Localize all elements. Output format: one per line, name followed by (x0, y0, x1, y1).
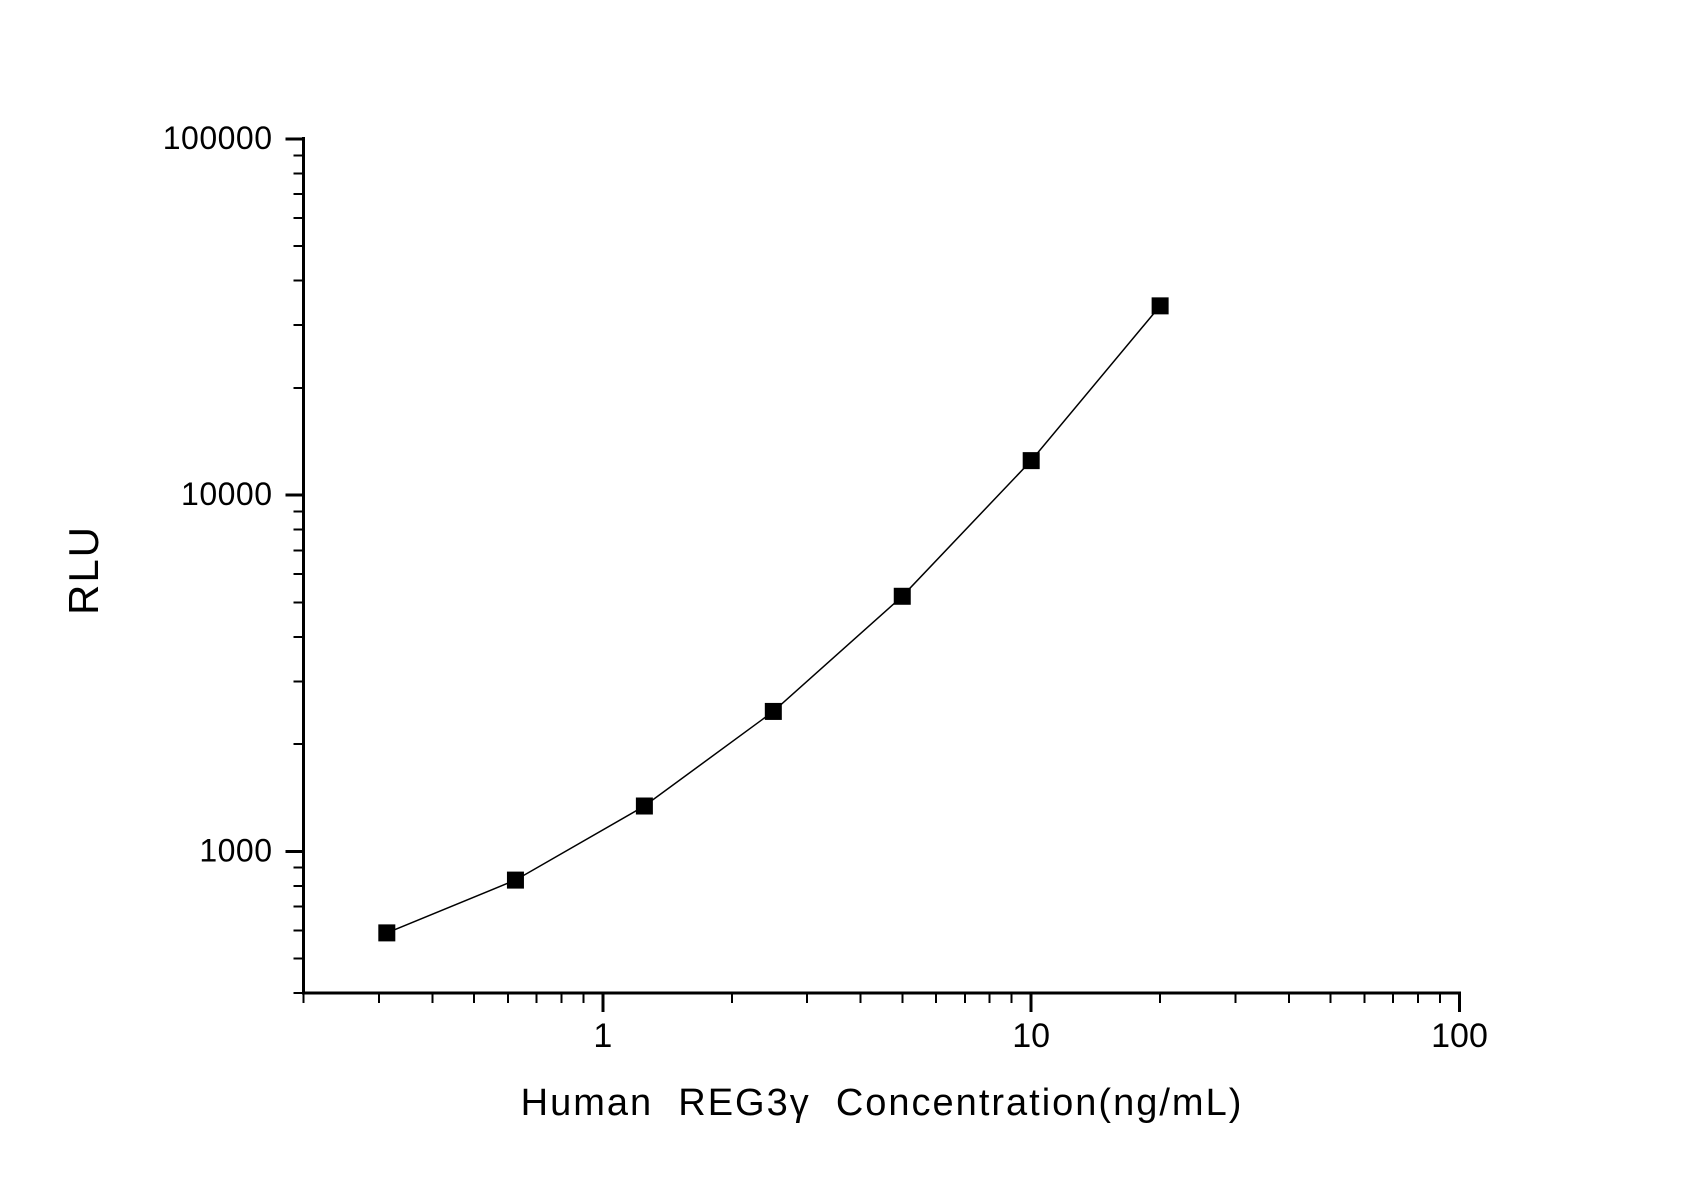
x-axis-title: Human REG3γ Concentration(ng/mL) (520, 1082, 1244, 1124)
x-tick-label: 10 (1012, 1017, 1050, 1055)
data-point-marker (506, 871, 524, 889)
y-tick-label: 1000 (199, 832, 272, 868)
data-point-marker (378, 924, 396, 942)
data-point-marker (893, 587, 911, 605)
x-tick-label: 100 (1431, 1017, 1488, 1055)
data-point-marker (1151, 297, 1169, 315)
data-point-marker (635, 797, 653, 815)
x-tick-label: 1 (593, 1017, 612, 1055)
data-point-marker (1022, 452, 1040, 470)
y-tick-label: 10000 (181, 476, 272, 512)
series-line (386, 305, 1161, 934)
data-point-marker (764, 702, 782, 720)
y-axis-title: RLU (60, 524, 107, 616)
y-tick-label: 100000 (163, 120, 273, 156)
